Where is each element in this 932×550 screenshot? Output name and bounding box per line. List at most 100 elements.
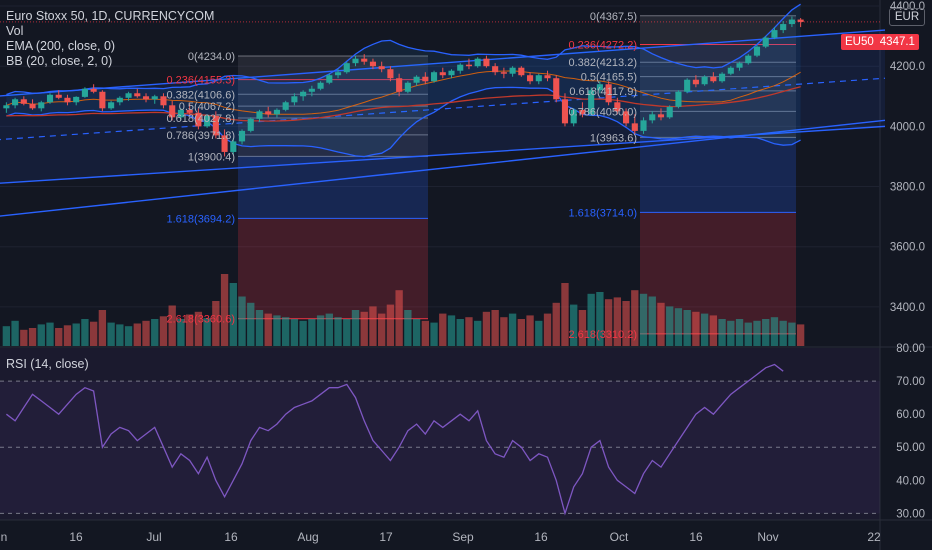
volume-bar (194, 311, 203, 346)
price-tag-symbol: EU50 (845, 34, 874, 50)
volume-bar (168, 305, 176, 346)
volume-bar (430, 322, 438, 346)
volume-bar (753, 320, 761, 346)
volume-bar (491, 310, 499, 346)
volume-bar (709, 315, 718, 346)
fib-label-left: 2.618(3360.6) (167, 314, 236, 326)
legend-vol: Vol (6, 24, 24, 38)
fib-label-right: 1(3963.6) (590, 132, 637, 144)
volume-bar (447, 315, 456, 346)
fib-label-right: 0.786(4050.0) (569, 106, 638, 118)
channel-mid (0, 77, 886, 141)
bb-basis (6, 70, 801, 115)
time-tick-label: 17 (379, 530, 393, 544)
candle-body (579, 109, 586, 115)
candle-body (387, 69, 394, 79)
volume-bar (351, 310, 360, 346)
candle-body (649, 114, 656, 121)
time-tick-label: n (1, 530, 8, 544)
volume-bar (11, 320, 19, 346)
volume-bar (395, 290, 403, 346)
candle-body (430, 72, 438, 82)
volume-bar (107, 322, 115, 346)
candle-body (596, 84, 603, 91)
volume-bar (439, 313, 447, 346)
price-tick-label: 4200.0 (890, 61, 925, 73)
currency-badge[interactable]: EUR (889, 8, 925, 26)
volume-bar (657, 302, 665, 346)
volume-bar (220, 274, 229, 346)
candle-body (265, 111, 272, 115)
volume-bar (744, 322, 752, 346)
volume-bar (779, 320, 787, 346)
volume-bar (247, 302, 255, 346)
candle-body (326, 75, 333, 83)
fib-label-left: 0.382(4106.6) (167, 89, 236, 101)
candle-body (90, 88, 97, 92)
candle-body (404, 82, 411, 92)
volume-bar (596, 292, 604, 346)
volume-bar (20, 329, 28, 346)
volume-bar (456, 319, 464, 346)
candle-body (300, 91, 307, 97)
candle-body (125, 93, 132, 98)
volume-bar (203, 318, 211, 346)
volume-bar (465, 317, 473, 346)
candle-body (535, 75, 542, 82)
volume-bar (526, 315, 534, 346)
volume-bar (28, 328, 37, 346)
candle-body (448, 70, 455, 76)
volume-bar (578, 310, 587, 346)
fib-label-left: 0.786(3971.8) (167, 130, 236, 142)
volume-bar (604, 299, 613, 346)
volume-bar (308, 319, 316, 346)
candle-body (369, 61, 377, 67)
volume-bar (89, 321, 98, 346)
candle-body (465, 64, 473, 67)
candle-body (55, 94, 62, 98)
candle-body (352, 58, 359, 64)
candle-body (99, 91, 106, 109)
candle-body (221, 135, 228, 152)
time-tick-label: Jul (146, 530, 161, 544)
candle-body (212, 115, 219, 136)
fib-label-left: 0(4234.0) (188, 51, 235, 63)
candle-body (753, 46, 761, 56)
rsi-line (6, 363, 784, 516)
time-tick-label: 16 (689, 530, 703, 544)
volume-bar (631, 290, 639, 346)
fib-label-right: 1.618(3714.0) (569, 207, 638, 219)
candle-body (317, 82, 324, 89)
candle-body (483, 58, 490, 67)
volume-bar (343, 319, 351, 346)
volume-bar (517, 319, 525, 346)
time-tick-label: 22 (867, 530, 881, 544)
candle-body (256, 111, 263, 119)
candle-body (509, 67, 516, 74)
volume-bar (762, 319, 770, 346)
candle-body (762, 37, 769, 47)
volume-bar (369, 306, 377, 346)
volume-bar (255, 310, 264, 346)
candle-body (238, 130, 246, 142)
candle-body (745, 55, 752, 64)
candle-body (788, 19, 795, 25)
fib-label-left: 1(3900.4) (188, 151, 235, 163)
candle-body (727, 67, 734, 74)
last-price-tag: EU50 4347.1 (841, 34, 919, 50)
volume-bar (325, 313, 333, 346)
volume-bar (124, 326, 133, 346)
fib-label-left: 0.5(4067.2) (179, 101, 235, 113)
candle-body (73, 96, 80, 103)
candle-body (334, 72, 342, 76)
time-tick-label: 16 (534, 530, 548, 544)
volume-bar (412, 319, 421, 346)
volume-bar (421, 320, 429, 346)
volume-bar (334, 317, 342, 346)
volume-bar (587, 293, 595, 346)
candle-body (631, 123, 638, 131)
candle-body (797, 19, 804, 22)
candle-body (623, 111, 630, 124)
candle-body (204, 115, 211, 127)
